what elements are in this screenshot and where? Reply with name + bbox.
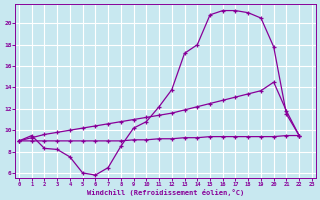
X-axis label: Windchill (Refroidissement éolien,°C): Windchill (Refroidissement éolien,°C) (87, 189, 244, 196)
